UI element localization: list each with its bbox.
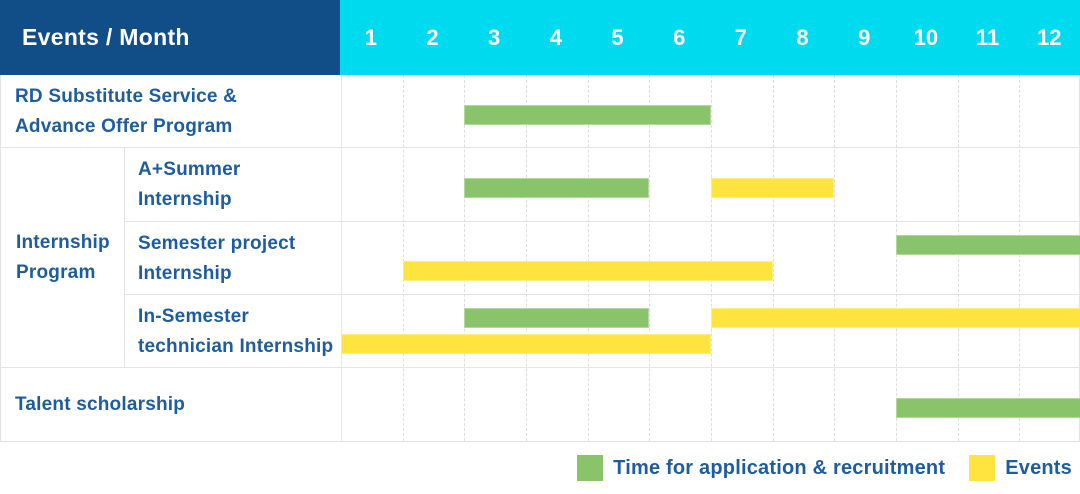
row-label: RD Substitute Service & Advance Offer Pr…: [15, 85, 238, 137]
group-label-internship-program: Internship Program: [1, 148, 125, 368]
month-gridline: [958, 75, 959, 441]
month-header-3: 3: [488, 24, 501, 50]
gantt-row: Talent scholarship: [1, 368, 1080, 442]
month-header-10: 10: [913, 24, 939, 50]
header-events-month: Events / Month: [0, 0, 340, 75]
legend: Time for application & recruitment Event…: [577, 455, 1072, 481]
gantt-row: Semester project Internship: [1, 222, 1080, 295]
legend-label-events: Events: [1005, 456, 1072, 479]
month-gridline: [464, 75, 465, 441]
month-header-8: 8: [796, 24, 809, 50]
month-gridline: [526, 75, 527, 441]
bar-event: [341, 334, 711, 354]
month-header-9: 9: [858, 24, 871, 50]
bar-application: [896, 235, 1080, 255]
row-label: In-Semester technician Internship: [138, 305, 334, 357]
month-header-2: 2: [426, 24, 439, 50]
legend-label-application: Time for application & recruitment: [613, 456, 946, 479]
month-gridline: [403, 75, 404, 441]
bar-application: [464, 308, 650, 328]
bar-application: [464, 178, 650, 198]
month-gridline: [588, 75, 589, 441]
row-separator: [1, 441, 1080, 442]
gantt-row: In-Semester technician Internship: [1, 295, 1080, 368]
table-header: Events / Month 1 2 3 4 5 6 7 8 9 10 11 12: [0, 0, 1080, 75]
month-gridline: [1019, 75, 1020, 441]
row-label: Talent scholarship: [15, 394, 186, 415]
month-gridline: [773, 75, 774, 441]
gantt-row: A+Summer Internship: [1, 148, 1080, 222]
legend-swatch-events: [969, 455, 996, 481]
row-label: A+Summer Internship: [138, 159, 241, 210]
bar-event: [711, 178, 835, 198]
month-header-7: 7: [734, 24, 747, 50]
bar-application: [464, 105, 711, 125]
gantt-body: Internship Program RD Substitute Service …: [0, 75, 1080, 442]
month-gridline: [834, 75, 835, 441]
month-header-4: 4: [549, 24, 562, 50]
row-label: Semester project Internship: [138, 232, 296, 284]
row-separator: [125, 221, 1080, 222]
month-header-row: 1 2 3 4 5 6 7 8 9 10 11 12: [340, 0, 1080, 75]
month-header-5: 5: [611, 24, 624, 50]
label-chart-divider: [341, 75, 342, 441]
month-header-6: 6: [673, 24, 686, 50]
header-events-month-label: Events / Month: [22, 24, 190, 50]
month-header-12: 12: [1036, 24, 1062, 50]
legend-swatch-application: [577, 455, 604, 481]
row-separator: [125, 294, 1080, 295]
month-header-1: 1: [364, 24, 377, 50]
month-gridline: [896, 75, 897, 441]
row-separator: [1, 147, 1080, 148]
gantt-row: RD Substitute Service & Advance Offer Pr…: [1, 75, 1080, 148]
bar-application: [896, 398, 1080, 418]
bar-event: [711, 308, 1080, 328]
month-header-11: 11: [975, 24, 1000, 50]
row-separator: [1, 367, 1080, 368]
month-gridline: [649, 75, 650, 441]
bar-event: [402, 261, 773, 281]
month-gridline: [711, 75, 712, 441]
